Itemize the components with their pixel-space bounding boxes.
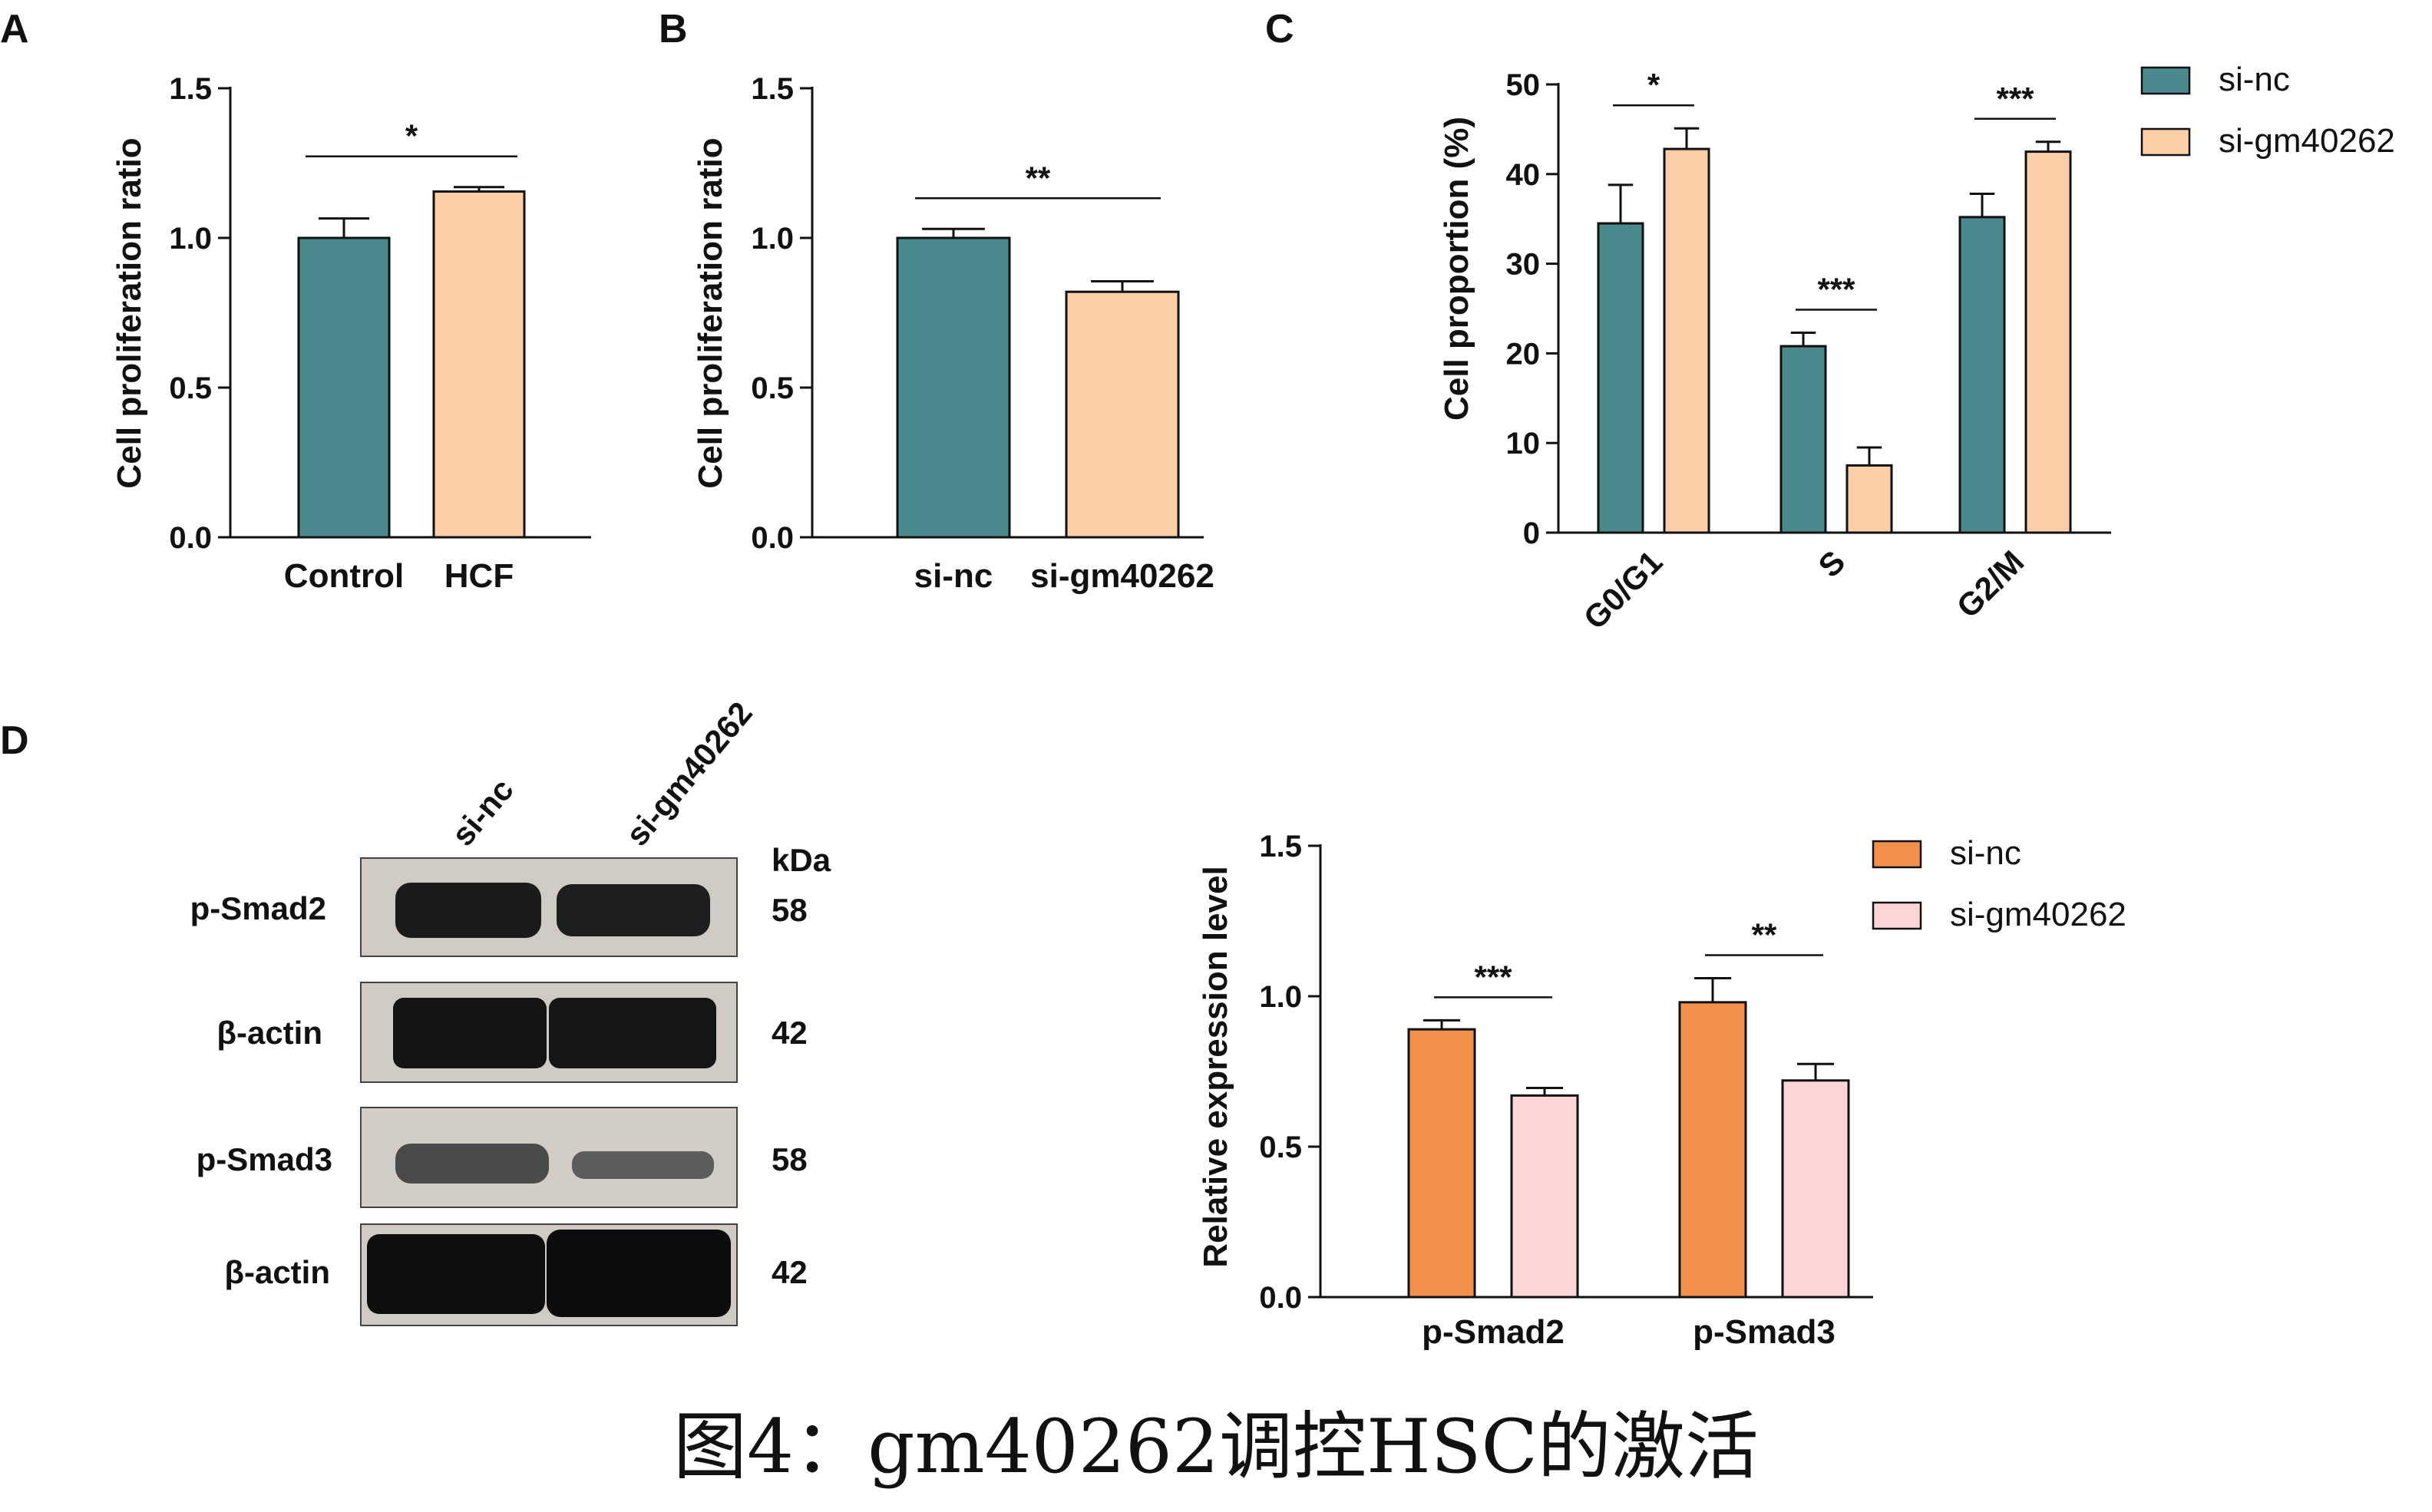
y-tick-label: 1.5: [751, 72, 794, 106]
figure-caption: 图4：gm40262调控HSC的激活: [673, 1404, 1759, 1490]
bar: [1678, 1001, 1747, 1299]
y-axis-label: Cell proliferation ratio: [111, 137, 148, 488]
blot-row-p-smad3: p-Smad3 58: [197, 1107, 808, 1208]
bar: [2024, 150, 2072, 534]
significance-label: **: [1752, 916, 1777, 952]
x-tick-label: si-gm40262: [1030, 557, 1214, 595]
bar: [1407, 1028, 1476, 1299]
x-tick-label: S: [1811, 543, 1852, 584]
legend-swatch: [1872, 840, 1922, 869]
legend-label: si-nc: [2219, 61, 2290, 98]
y-tick-label: 10: [1506, 427, 1541, 461]
blot-band: [547, 1230, 731, 1317]
chart-panel-a: 0.0 0.5 1.0 1.5 Cell proliferation ratio Cont…: [111, 72, 591, 595]
x-tick-label: G0/G1: [1577, 543, 1670, 636]
y-axis-label: Cell proliferation ratio: [692, 137, 729, 488]
y-tick-label: 1.0: [169, 222, 212, 256]
y-tick-label: 1.5: [169, 72, 212, 106]
y-tick-label: 0.0: [1259, 1281, 1302, 1315]
blot-band: [549, 998, 716, 1068]
blot-row-label: p-Smad2: [190, 890, 326, 926]
chart-panel-b: 0.0 0.5 1.0 1.5 Cell proliferation ratio si-n…: [692, 72, 1214, 595]
chart-panel-c: 0 10 20 30 40 50 Cell proportion (%) G0/G1 S G2/M…: [1438, 61, 2395, 636]
significance-label: **: [1026, 160, 1051, 196]
y-tick-label: 30: [1506, 248, 1541, 282]
y-tick-label: 1.5: [1259, 830, 1302, 863]
blot-row-p-smad2: p-Smad2 58: [190, 857, 808, 957]
y-tick-label: 0.0: [169, 521, 212, 555]
blot-row-label: p-Smad3: [197, 1141, 332, 1177]
y-tick-label: 0.5: [751, 371, 794, 405]
blot-row-kda: 58: [772, 892, 808, 928]
y-tick-label: 20: [1506, 337, 1541, 371]
x-tick-label: HCF: [444, 557, 514, 595]
bar: [1663, 147, 1710, 534]
western-blot: si-nc si-gm40262 kDa p-Smad2 58 β-actin …: [190, 695, 831, 1326]
bar: [1781, 1079, 1850, 1299]
bar: [432, 190, 526, 539]
blot-row-kda: 58: [772, 1141, 808, 1177]
panel-label-c: C: [1265, 7, 1294, 51]
y-tick-label: 50: [1506, 68, 1541, 102]
legend-label: si-nc: [1950, 834, 2021, 872]
y-axis-label: Cell proportion (%): [1438, 117, 1475, 421]
significance-label: ***: [1474, 959, 1512, 995]
y-tick-label: 0: [1523, 517, 1540, 550]
blot-band: [557, 884, 710, 936]
x-tick-label: p-Smad3: [1693, 1313, 1836, 1351]
blot-lane-label-si-nc: si-nc: [444, 771, 520, 852]
blot-band: [367, 1234, 545, 1314]
bar: [896, 236, 1011, 539]
blot-row-beta-actin-1: β-actin 42: [216, 982, 808, 1083]
legend-label: si-gm40262: [2219, 122, 2395, 160]
blot-row-beta-actin-2: β-actin 42: [224, 1223, 808, 1326]
y-tick-label: 0.0: [751, 521, 794, 555]
legend-swatch: [2140, 127, 2191, 157]
y-tick-label: 1.0: [751, 222, 794, 256]
y-tick-label: 1.0: [1259, 980, 1302, 1014]
blot-row-kda: 42: [772, 1254, 808, 1290]
significance-label: *: [1647, 67, 1660, 103]
panel-label-b: B: [659, 7, 688, 51]
legend-swatch: [2140, 66, 2191, 95]
blot-band: [572, 1151, 714, 1179]
significance-label: ***: [1817, 272, 1855, 308]
significance-label: *: [405, 118, 418, 154]
bar: [1065, 290, 1180, 539]
blot-lane-label-si-gm40262: si-gm40262: [619, 695, 759, 852]
blot-kda-header: kDa: [772, 842, 831, 878]
blot-band: [395, 1144, 549, 1184]
legend-label: si-gm40262: [1950, 896, 2126, 933]
blot-band: [395, 883, 541, 938]
bar: [1597, 222, 1644, 534]
blot-row-label: β-actin: [216, 1015, 322, 1051]
x-tick-label: G2/M: [1950, 543, 2031, 625]
y-tick-label: 0.5: [1259, 1131, 1302, 1164]
bar: [1958, 216, 2006, 534]
panel-label-d: D: [0, 718, 29, 763]
bar: [1510, 1094, 1579, 1299]
blot-row-kda: 42: [772, 1015, 808, 1051]
legend-swatch: [1872, 901, 1922, 930]
y-tick-label: 0.5: [169, 371, 212, 405]
bar: [1779, 345, 1827, 534]
y-tick-label: 40: [1506, 158, 1541, 192]
significance-label: ***: [1996, 81, 2034, 117]
blot-band: [393, 998, 547, 1068]
panel-label-a: A: [0, 7, 29, 51]
bar: [1845, 464, 1893, 534]
x-tick-label: p-Smad2: [1422, 1313, 1565, 1351]
x-tick-label: Control: [284, 557, 404, 595]
blot-row-label: β-actin: [224, 1254, 330, 1290]
chart-panel-d: 0.0 0.5 1.0 1.5 Relative expression level p-S…: [1197, 830, 2126, 1351]
x-tick-label: si-nc: [914, 557, 993, 595]
bar: [297, 236, 391, 539]
y-axis-label: Relative expression level: [1197, 866, 1234, 1267]
